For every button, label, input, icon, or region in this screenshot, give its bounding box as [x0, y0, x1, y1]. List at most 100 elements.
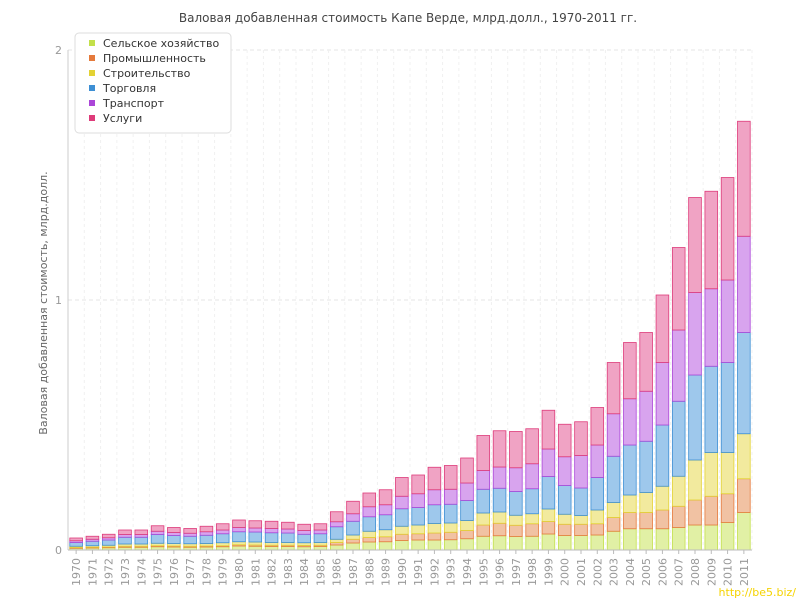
bar-segment	[639, 528, 653, 551]
bar-segment	[281, 542, 295, 546]
bar-segment	[411, 507, 425, 526]
bar-segment	[264, 542, 279, 546]
bar-segment	[427, 539, 442, 551]
bar-segment	[492, 430, 507, 468]
bar-segment	[737, 235, 751, 333]
bar-segment	[134, 536, 149, 545]
bar-segment	[574, 487, 588, 516]
bar-segment	[313, 523, 328, 531]
legend: Сельское хозяйство Промышленность Строител…	[74, 32, 232, 134]
bar-segment	[118, 529, 132, 535]
bar-segment	[232, 527, 246, 533]
bar-segment	[492, 466, 507, 489]
bar-segment	[232, 545, 246, 551]
bar-segment	[248, 545, 263, 551]
x-tick-label: 1974	[135, 558, 148, 586]
bar-segment	[623, 398, 637, 446]
bar-segment	[378, 489, 393, 506]
bar-segment	[395, 508, 409, 527]
x-tick-label: 1977	[184, 558, 197, 586]
bar-segment	[232, 531, 246, 543]
bar-segment	[395, 533, 409, 541]
bar-segment	[378, 514, 393, 531]
x-tick-label: 1997	[510, 558, 523, 586]
x-tick-label: 1973	[119, 558, 132, 586]
legend-label: Промышленность	[103, 52, 206, 65]
legend-label: Сельское хозяйство	[103, 37, 219, 50]
bar-segment	[606, 530, 621, 551]
bar-segment	[183, 528, 197, 534]
bar-segment	[183, 532, 197, 537]
bar-segment	[297, 523, 311, 531]
bar-segment	[329, 511, 344, 523]
x-tick-label: 1990	[396, 558, 409, 586]
legend-swatch	[89, 85, 95, 91]
x-tick-label: 1984	[298, 558, 311, 586]
bar-segment	[329, 538, 344, 543]
bar-segment	[606, 362, 621, 415]
bar-segment	[476, 435, 491, 471]
bar-segment	[720, 452, 735, 495]
bar-segment	[639, 512, 653, 530]
x-tick-label: 2011	[738, 558, 751, 586]
bar-segment	[525, 513, 539, 525]
bar-segment	[590, 523, 605, 536]
bar-segment	[623, 528, 637, 551]
bar-segment	[492, 522, 507, 537]
x-tick-label: 1975	[152, 558, 165, 586]
chart-title: Валовая добавленная стоимость Капе Верде…	[179, 11, 637, 25]
bar-segment	[737, 433, 751, 480]
bar-segment	[460, 538, 474, 551]
bar-segment	[623, 512, 637, 530]
x-tick-label: 1976	[168, 558, 181, 586]
bar-segment	[150, 534, 165, 544]
bar-segment	[264, 546, 279, 551]
bar-segment	[329, 544, 344, 551]
legend-swatch	[89, 70, 95, 76]
bar-segment	[541, 521, 556, 535]
bar-segment	[525, 535, 539, 551]
bar-segment	[704, 288, 719, 367]
bar-segment	[215, 529, 230, 535]
legend-box	[74, 32, 232, 134]
bar-segment	[346, 513, 360, 522]
bar-segment	[395, 495, 409, 510]
bar-segment	[281, 546, 295, 551]
bar-segment	[313, 546, 328, 551]
bar-segment	[509, 431, 523, 469]
bar-segment	[688, 374, 702, 461]
bar-segment	[688, 292, 702, 376]
bar-segment	[720, 493, 735, 523]
bar-segment	[655, 485, 670, 511]
bar-segment	[476, 524, 491, 537]
bar-segment	[150, 530, 165, 535]
bar-segment	[574, 535, 588, 551]
x-tick-label: 2005	[640, 558, 653, 586]
bar-segment	[476, 488, 491, 514]
bar-segment	[346, 534, 360, 540]
bar-segment	[704, 365, 719, 453]
bar-segment	[346, 520, 360, 536]
bar-segment	[737, 512, 751, 551]
bar-segment	[427, 523, 442, 534]
bar-segment	[167, 527, 181, 533]
legend-label: Торговля	[102, 82, 156, 95]
x-tick-label: 1993	[445, 558, 458, 586]
bar-segment	[69, 537, 83, 542]
bar-segment	[150, 525, 165, 532]
bar-segment	[199, 534, 214, 544]
bar-segment	[281, 528, 295, 534]
bar-segment	[313, 529, 328, 535]
bar-segment	[606, 517, 621, 532]
bar-segment	[704, 495, 719, 526]
bar-segment	[492, 511, 507, 524]
bar-segment	[167, 532, 181, 536]
bar-segment	[101, 539, 116, 546]
bar-segment	[557, 423, 572, 458]
x-tick-label: 1972	[103, 558, 116, 586]
bar-segment	[297, 530, 311, 535]
bar-segment	[704, 190, 719, 290]
bar-segment	[574, 455, 588, 489]
x-tick-label: 2002	[591, 558, 604, 586]
x-tick-label: 2004	[624, 558, 637, 586]
